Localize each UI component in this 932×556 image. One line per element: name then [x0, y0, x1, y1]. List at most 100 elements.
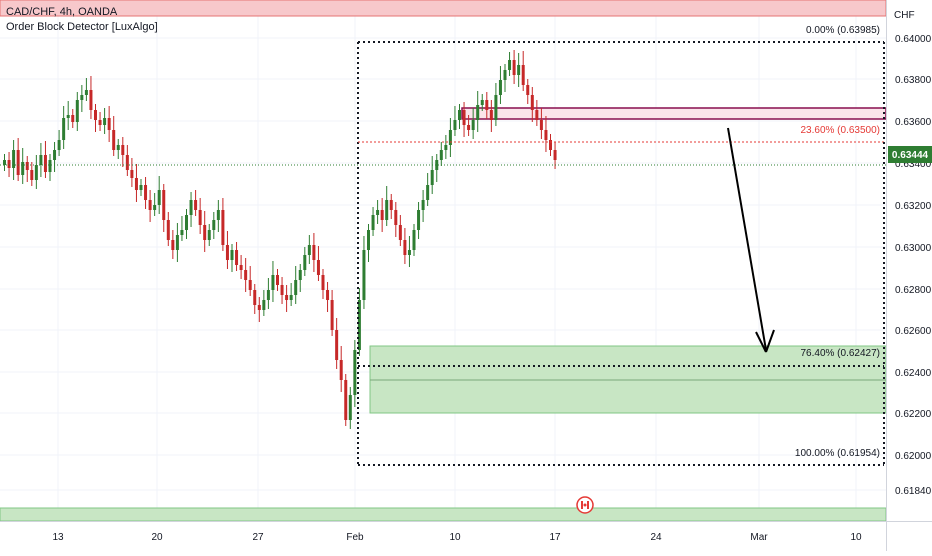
- candle-body: [21, 162, 25, 175]
- candle-body: [298, 270, 302, 280]
- candle-body: [512, 60, 516, 75]
- fib-label-100: 100.00% (0.61954): [795, 448, 880, 459]
- candle-body: [544, 130, 548, 140]
- candle-body: [16, 150, 20, 175]
- candle-body: [371, 215, 375, 230]
- candle-body: [389, 200, 393, 210]
- candle-body: [508, 60, 512, 70]
- candle-body: [394, 210, 398, 225]
- candle-body: [430, 170, 434, 185]
- candle-body: [162, 190, 166, 220]
- price-tick-label: 0.63000: [895, 243, 932, 254]
- price-tick-label: 0.64000: [895, 34, 932, 45]
- candle-body: [448, 130, 452, 145]
- event-flag-icon[interactable]: [576, 496, 594, 514]
- time-tick-label: 13: [52, 532, 64, 543]
- candle-body: [476, 105, 480, 120]
- candle-body: [185, 215, 188, 230]
- candle-body: [539, 120, 543, 130]
- candle-body: [421, 200, 425, 210]
- candle-body: [144, 185, 148, 200]
- symbol-legend[interactable]: CAD/CHF, 4h, OANDA: [6, 6, 118, 18]
- candle-body: [489, 110, 493, 120]
- candle-body: [503, 70, 507, 80]
- candle-body: [357, 300, 361, 350]
- candle-body: [216, 210, 220, 220]
- candle-body: [157, 190, 161, 205]
- candle-body: [166, 220, 170, 240]
- candle-body: [485, 100, 489, 110]
- candle-body: [139, 185, 143, 190]
- candle-body: [326, 290, 330, 300]
- candle-body: [7, 160, 11, 168]
- candle-body: [153, 205, 157, 210]
- candle-body: [549, 140, 552, 150]
- candle-body: [321, 275, 325, 290]
- chart-area[interactable]: 0.00% (0.63985) 23.60% (0.63500) 76.40% …: [0, 0, 886, 521]
- time-tick-label: 17: [549, 532, 561, 543]
- candle-body: [407, 250, 411, 255]
- candle-body: [171, 240, 175, 250]
- bearish-order-block-top: [0, 0, 886, 17]
- price-chart[interactable]: 0.00% (0.63985) 23.60% (0.63500) 76.40% …: [0, 0, 886, 521]
- candle-body: [380, 210, 384, 220]
- candle-body: [112, 130, 116, 150]
- candle-body: [262, 300, 266, 310]
- price-tick-label: 0.61840: [895, 486, 932, 497]
- candle-body: [453, 120, 457, 130]
- candle-body: [3, 160, 6, 165]
- candle-body: [517, 65, 521, 75]
- candle-body: [48, 160, 52, 172]
- price-tick-label: 0.62400: [895, 368, 932, 379]
- candle-body: [130, 170, 134, 178]
- candle-body: [294, 280, 298, 295]
- candle-body: [403, 240, 407, 255]
- candle-body: [248, 280, 252, 290]
- candle-body: [271, 275, 275, 290]
- fib-label-0: 0.00% (0.63985): [806, 25, 880, 36]
- candle-body: [417, 210, 421, 230]
- candle-body: [103, 118, 107, 125]
- candle-body: [253, 290, 257, 305]
- time-tick-label: 10: [449, 532, 461, 543]
- time-tick-label: 27: [252, 532, 264, 543]
- candle-body: [398, 225, 402, 240]
- candle-body: [25, 162, 29, 170]
- candle-body: [80, 95, 84, 100]
- candle-body: [367, 230, 370, 250]
- candle-body: [66, 115, 70, 118]
- arrow-drawing[interactable]: [727, 127, 775, 353]
- candle-body: [53, 150, 57, 160]
- time-tick-label: Mar: [750, 532, 768, 543]
- candle-body: [376, 210, 380, 215]
- candle-body: [98, 120, 102, 125]
- candle-body: [385, 200, 389, 220]
- candle-body: [125, 155, 129, 170]
- indicator-legend[interactable]: Order Block Detector [LuxAlgo]: [6, 21, 158, 33]
- candle-body: [498, 80, 502, 95]
- current-price-badge: [888, 146, 932, 163]
- currency-label[interactable]: CHF: [894, 10, 915, 21]
- axis-corner: [886, 521, 932, 551]
- candle-body: [280, 285, 284, 295]
- candle-body: [203, 225, 207, 240]
- candle-body: [344, 380, 348, 420]
- price-axis[interactable]: 0.64000 0.63800 0.63600 0.63400 0.63200 0.630…: [886, 0, 932, 521]
- candle-body: [339, 360, 343, 380]
- time-axis[interactable]: 13 20 27 Feb 10 17 24 Mar 10: [0, 521, 886, 551]
- candle-body: [257, 305, 261, 310]
- candle-body: [175, 235, 179, 250]
- candle-body: [212, 220, 216, 230]
- candle-body: [30, 170, 34, 180]
- candle-body: [535, 110, 539, 120]
- candle-body: [289, 295, 293, 300]
- candle-body: [116, 145, 120, 150]
- candle-body: [198, 210, 202, 225]
- candle-body: [43, 155, 47, 172]
- candle-body: [57, 140, 61, 150]
- time-tick-label: 24: [650, 532, 662, 543]
- candle-body: [435, 160, 439, 170]
- candle-body: [462, 110, 466, 125]
- fib-retracement[interactable]: 0.00% (0.63985) 23.60% (0.63500) 76.40% …: [357, 25, 885, 466]
- candle-body: [458, 110, 461, 120]
